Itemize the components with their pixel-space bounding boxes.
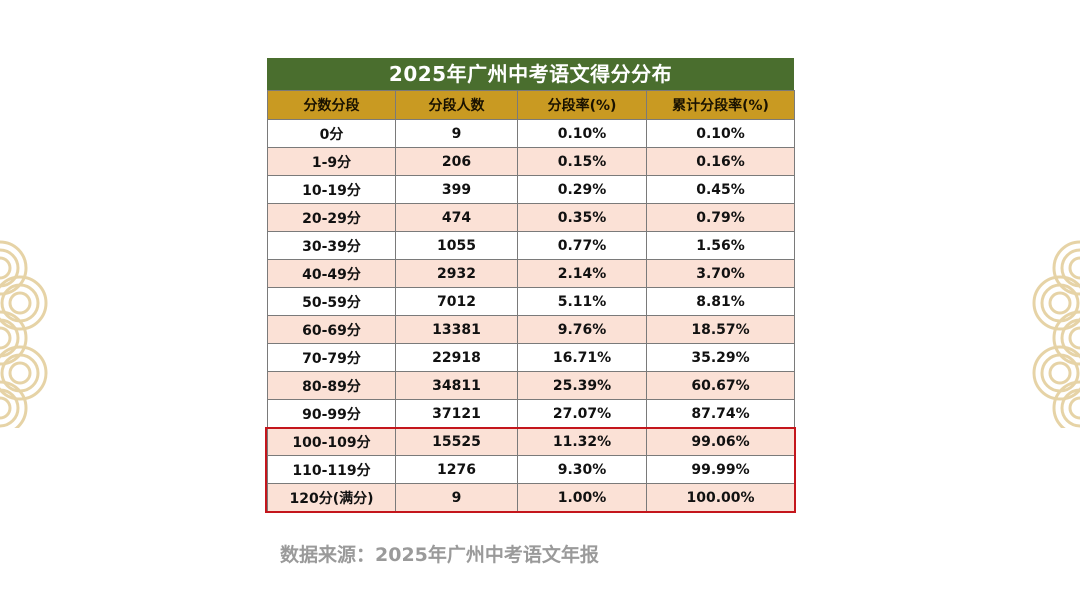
cell-rate: 9.76% (517, 315, 647, 344)
cell-cumulative-rate: 35.29% (646, 343, 795, 372)
table-row: 80-89分 34811 25.39% 60.67% (267, 371, 795, 400)
cell-score-range: 80-89分 (267, 371, 396, 400)
table-body: 0分 9 0.10% 0.10% 1-9分 206 0.15% 0.16% 10-19分 399 0… (267, 119, 795, 512)
table-row: 50-59分 7012 5.11% 8.81% (267, 287, 795, 316)
cell-count: 15525 (395, 427, 518, 456)
cell-rate: 2.14% (517, 259, 647, 288)
table-row: 120分(满分) 9 1.00% 100.00% (267, 483, 795, 512)
table-row: 60-69分 13381 9.76% 18.57% (267, 315, 795, 344)
cell-cumulative-rate: 3.70% (646, 259, 795, 288)
cell-rate: 0.35% (517, 203, 647, 232)
cell-rate: 9.30% (517, 455, 647, 484)
table-row: 100-109分 15525 11.32% 99.06% (267, 427, 795, 456)
cell-count: 9 (395, 119, 518, 148)
cell-cumulative-rate: 99.06% (646, 427, 795, 456)
cell-score-range: 120分(满分) (267, 483, 396, 512)
table-header-row: 分数分段 分段人数 分段率(%) 累计分段率(%) (267, 90, 795, 120)
table-row: 30-39分 1055 0.77% 1.56% (267, 231, 795, 260)
cell-cumulative-rate: 18.57% (646, 315, 795, 344)
cell-score-range: 10-19分 (267, 175, 396, 204)
cell-rate: 1.00% (517, 483, 647, 512)
cell-count: 2932 (395, 259, 518, 288)
cell-count: 37121 (395, 399, 518, 428)
table-row: 40-49分 2932 2.14% 3.70% (267, 259, 795, 288)
cell-rate: 11.32% (517, 427, 647, 456)
cell-rate: 16.71% (517, 343, 647, 372)
score-distribution-table-container: 2025年广州中考语文得分分布 分数分段 分段人数 分段率(%) 累计分段率(%… (267, 58, 795, 512)
score-distribution-table: 分数分段 分段人数 分段率(%) 累计分段率(%) 0分 9 0.10% 0.10% 1… (267, 90, 795, 512)
header-score-range: 分数分段 (267, 90, 396, 120)
cell-cumulative-rate: 60.67% (646, 371, 795, 400)
cell-count: 22918 (395, 343, 518, 372)
cell-cumulative-rate: 8.81% (646, 287, 795, 316)
cell-score-range: 60-69分 (267, 315, 396, 344)
cell-cumulative-rate: 87.74% (646, 399, 795, 428)
cell-count: 399 (395, 175, 518, 204)
table-title: 2025年广州中考语文得分分布 (267, 58, 794, 90)
cell-score-range: 70-79分 (267, 343, 396, 372)
data-source-note: 数据来源：2025年广州中考语文年报 (280, 544, 599, 566)
header-cumulative-rate: 累计分段率(%) (646, 90, 795, 120)
cell-count: 34811 (395, 371, 518, 400)
cell-count: 1055 (395, 231, 518, 260)
table-row: 110-119分 1276 9.30% 99.99% (267, 455, 795, 484)
table-row: 90-99分 37121 27.07% 87.74% (267, 399, 795, 428)
cell-count: 7012 (395, 287, 518, 316)
cell-score-range: 110-119分 (267, 455, 396, 484)
table-row: 20-29分 474 0.35% 0.79% (267, 203, 795, 232)
cell-rate: 5.11% (517, 287, 647, 316)
cell-rate: 27.07% (517, 399, 647, 428)
cell-cumulative-rate: 100.00% (646, 483, 795, 512)
table-row: 1-9分 206 0.15% 0.16% (267, 147, 795, 176)
cell-cumulative-rate: 99.99% (646, 455, 795, 484)
cell-score-range: 30-39分 (267, 231, 396, 260)
cell-cumulative-rate: 0.16% (646, 147, 795, 176)
cell-rate: 0.77% (517, 231, 647, 260)
cell-rate: 25.39% (517, 371, 647, 400)
cell-cumulative-rate: 1.56% (646, 231, 795, 260)
header-count: 分段人数 (395, 90, 518, 120)
cell-score-range: 90-99分 (267, 399, 396, 428)
cell-score-range: 100-109分 (267, 427, 396, 456)
cell-count: 1276 (395, 455, 518, 484)
table-row: 70-79分 22918 16.71% 35.29% (267, 343, 795, 372)
decorative-wave-ornament-left (0, 240, 48, 428)
cell-rate: 0.29% (517, 175, 647, 204)
header-rate: 分段率(%) (517, 90, 647, 120)
cell-score-range: 40-49分 (267, 259, 396, 288)
cell-score-range: 1-9分 (267, 147, 396, 176)
table-row: 10-19分 399 0.29% 0.45% (267, 175, 795, 204)
table-row: 0分 9 0.10% 0.10% (267, 119, 795, 148)
decorative-wave-ornament-right (1032, 240, 1080, 428)
cell-count: 474 (395, 203, 518, 232)
cell-count: 13381 (395, 315, 518, 344)
cell-rate: 0.10% (517, 119, 647, 148)
cell-count: 9 (395, 483, 518, 512)
cell-count: 206 (395, 147, 518, 176)
cell-cumulative-rate: 0.79% (646, 203, 795, 232)
cell-rate: 0.15% (517, 147, 647, 176)
cell-score-range: 0分 (267, 119, 396, 148)
cell-score-range: 20-29分 (267, 203, 396, 232)
cell-cumulative-rate: 0.10% (646, 119, 795, 148)
cell-score-range: 50-59分 (267, 287, 396, 316)
cell-cumulative-rate: 0.45% (646, 175, 795, 204)
